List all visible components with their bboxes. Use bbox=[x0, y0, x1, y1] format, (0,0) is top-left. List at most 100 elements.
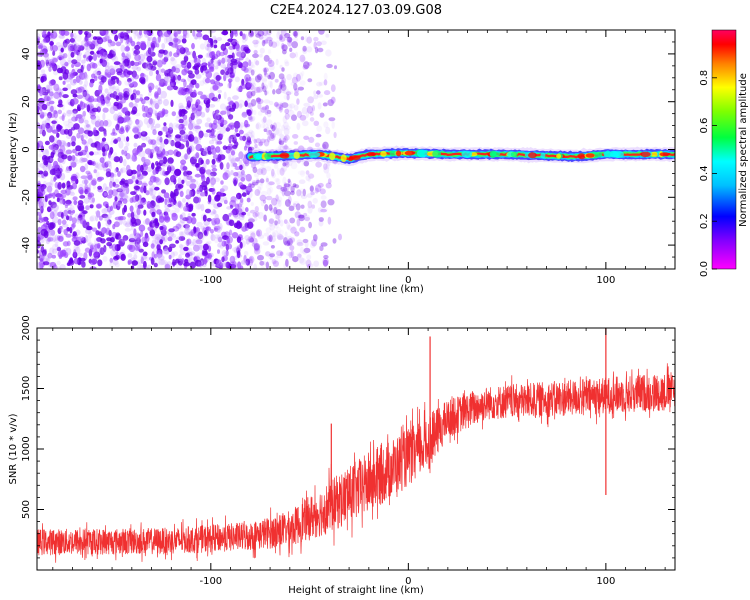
noise-dot bbox=[168, 254, 172, 260]
noise-dot bbox=[96, 210, 101, 218]
noise-dot bbox=[63, 209, 68, 217]
noise-dot bbox=[277, 212, 282, 221]
noise-dot bbox=[281, 79, 285, 84]
noise-dot bbox=[62, 241, 67, 246]
noise-dot bbox=[59, 172, 66, 181]
noise-dot bbox=[46, 115, 51, 121]
noise-dot bbox=[191, 123, 195, 130]
noise-dot bbox=[108, 189, 114, 196]
noise-dot bbox=[130, 156, 137, 162]
noise-dot bbox=[124, 150, 128, 157]
noise-dot bbox=[246, 136, 251, 144]
noise-dot bbox=[85, 235, 89, 243]
noise-dot bbox=[71, 178, 77, 184]
noise-dot bbox=[186, 180, 191, 187]
noise-dot bbox=[164, 261, 169, 269]
noise-dot bbox=[146, 166, 153, 173]
noise-dot bbox=[107, 80, 114, 87]
noise-dot bbox=[164, 150, 169, 157]
noise-dot bbox=[278, 104, 283, 113]
noise-dot bbox=[42, 52, 49, 58]
noise-dot bbox=[323, 163, 328, 171]
noise-dot bbox=[232, 162, 238, 167]
noise-dot bbox=[280, 186, 288, 192]
noise-dot bbox=[158, 197, 165, 203]
noise-dot bbox=[307, 178, 312, 183]
noise-dot bbox=[228, 219, 235, 227]
noise-dot bbox=[183, 174, 188, 183]
noise-dot bbox=[299, 226, 306, 233]
noise-dot bbox=[105, 221, 111, 227]
noise-dot bbox=[159, 136, 163, 143]
noise-dot bbox=[161, 43, 166, 50]
noise-dot bbox=[102, 201, 109, 207]
noise-dot bbox=[255, 39, 260, 45]
noise-dot bbox=[285, 161, 290, 168]
noise-dot bbox=[97, 185, 102, 190]
noise-dot bbox=[107, 39, 113, 44]
noise-dot bbox=[182, 166, 188, 172]
noise-dot bbox=[308, 221, 312, 229]
noise-dot bbox=[40, 228, 48, 236]
noise-dot bbox=[109, 164, 113, 170]
noise-dot bbox=[235, 157, 240, 162]
noise-dot bbox=[137, 204, 142, 209]
noise-dot bbox=[245, 258, 251, 266]
noise-dot bbox=[47, 111, 53, 119]
noise-dot bbox=[124, 80, 130, 86]
noise-dot bbox=[300, 36, 305, 41]
noise-dot bbox=[248, 129, 254, 134]
noise-dot bbox=[89, 266, 97, 269]
noise-dot bbox=[112, 30, 117, 34]
noise-dot bbox=[64, 42, 70, 48]
noise-dot bbox=[120, 167, 127, 173]
noise-dot bbox=[96, 161, 101, 169]
noise-dot bbox=[267, 131, 275, 139]
noise-dot bbox=[218, 93, 221, 100]
noise-dot bbox=[41, 236, 46, 244]
noise-dot bbox=[66, 188, 73, 194]
signal-blob bbox=[308, 151, 321, 158]
noise-dot bbox=[232, 247, 238, 252]
noise-dot bbox=[184, 153, 188, 160]
noise-dot bbox=[306, 46, 313, 53]
noise-dot bbox=[170, 190, 174, 199]
noise-dot bbox=[40, 123, 46, 132]
noise-dot bbox=[281, 124, 285, 132]
spectrogram-y-axis-label: Frequency (Hz) bbox=[8, 112, 19, 188]
noise-dot bbox=[275, 58, 279, 66]
noise-dot bbox=[228, 153, 232, 162]
noise-dot bbox=[141, 156, 146, 162]
noise-dot bbox=[234, 76, 240, 83]
noise-dot bbox=[271, 197, 278, 206]
noise-dot bbox=[44, 55, 50, 63]
noise-dot bbox=[101, 54, 108, 60]
noise-dot bbox=[106, 221, 111, 228]
noise-dot bbox=[299, 114, 307, 121]
noise-dot bbox=[181, 155, 187, 160]
noise-dot bbox=[282, 137, 287, 143]
noise-dot bbox=[105, 160, 112, 167]
noise-dot bbox=[236, 192, 242, 200]
noise-dot bbox=[134, 98, 140, 103]
noise-dot bbox=[134, 44, 141, 51]
noise-dot bbox=[79, 101, 86, 110]
noise-dot bbox=[204, 186, 208, 195]
noise-dot bbox=[67, 155, 73, 162]
noise-dot bbox=[172, 45, 180, 49]
noise-dot bbox=[44, 236, 51, 242]
noise-dot bbox=[71, 68, 76, 77]
signal-blob bbox=[598, 152, 603, 158]
noise-dot bbox=[171, 175, 176, 182]
noise-dot bbox=[103, 132, 107, 137]
noise-dot bbox=[299, 191, 304, 197]
noise-dot bbox=[54, 234, 59, 242]
noise-dot bbox=[206, 46, 212, 52]
noise-dot bbox=[170, 198, 175, 207]
noise-dot bbox=[59, 226, 63, 230]
noise-dot bbox=[114, 86, 120, 91]
noise-dot bbox=[320, 208, 327, 213]
noise-dot bbox=[225, 71, 229, 76]
noise-dot bbox=[66, 110, 74, 115]
noise-dot bbox=[241, 111, 248, 118]
